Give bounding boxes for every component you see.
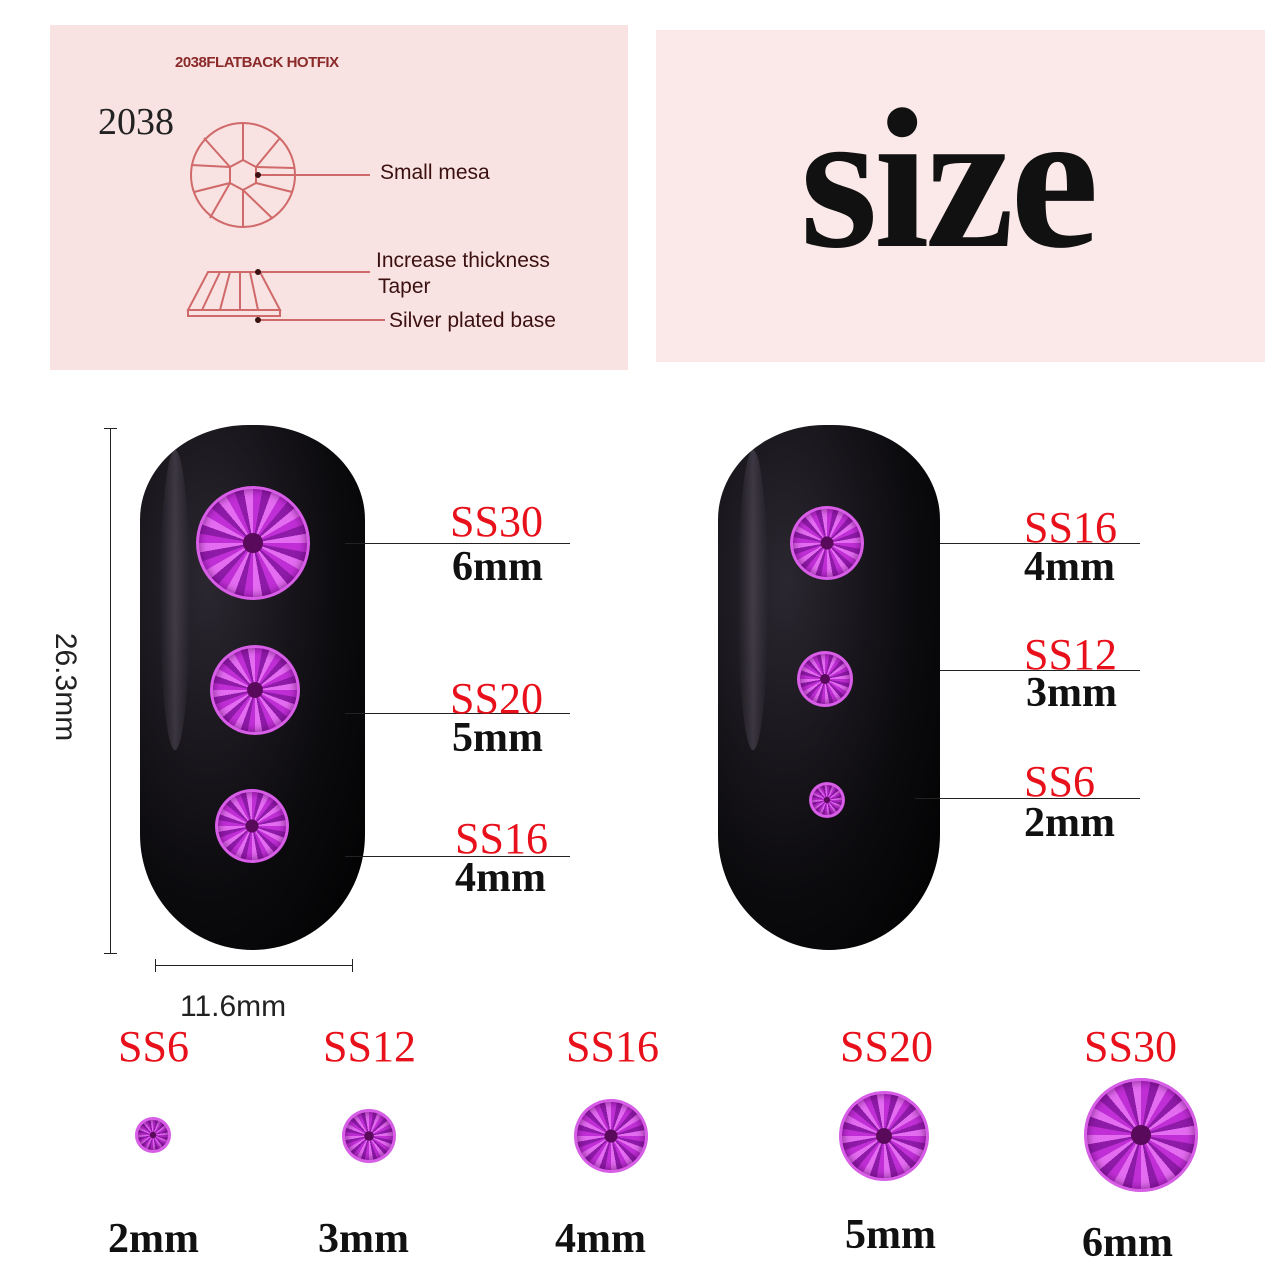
pointer-line [345, 543, 570, 544]
pointer-line [345, 856, 570, 857]
pointer-line [940, 543, 1140, 544]
model-number: 2038 [98, 101, 174, 143]
gem-ss30 [196, 486, 310, 600]
code-label: SS6 [118, 1022, 189, 1071]
pointer-line [915, 798, 1140, 799]
size-label: 6mm [452, 544, 543, 590]
size-label: 4mm [555, 1216, 646, 1262]
size-label: 5mm [845, 1212, 936, 1258]
size-label: 3mm [318, 1216, 409, 1262]
gem-ss16 [574, 1099, 648, 1173]
label-increase-thickness: Increase thickness [376, 249, 550, 272]
pointer-line [345, 713, 570, 714]
size-label: 5mm [452, 715, 543, 761]
label-silver-plated-base: Silver plated base [389, 309, 556, 332]
diagram-header: 2038FLATBACK HOTFIX [175, 54, 339, 71]
dimension-tick [352, 959, 353, 972]
size-label: 2mm [108, 1216, 199, 1262]
code-label: SS12 [1024, 630, 1117, 679]
dimension-tick [104, 428, 117, 429]
size-label: 4mm [1024, 544, 1115, 590]
width-dimension-line [155, 965, 352, 966]
label-taper: Taper [378, 275, 431, 298]
size-label: 6mm [1082, 1220, 1173, 1266]
code-label: SS16 [455, 814, 548, 863]
gem-ss12 [797, 651, 853, 707]
gem-ss6 [135, 1117, 171, 1153]
code-label: SS12 [323, 1022, 416, 1071]
title-panel [656, 30, 1265, 362]
pointer-line [940, 670, 1140, 671]
gem-ss20 [210, 645, 300, 735]
code-label: SS16 [1024, 503, 1117, 552]
gem-ss20 [839, 1091, 929, 1181]
nail-shine [738, 450, 768, 750]
height-dimension-line [110, 428, 111, 953]
dimension-tick [104, 953, 117, 954]
code-label: SS20 [840, 1022, 933, 1071]
size-label: 3mm [1026, 670, 1117, 716]
rhinestone-diagram [186, 122, 385, 323]
code-label: SS30 [450, 497, 543, 546]
code-label: SS6 [1024, 757, 1095, 806]
page-title: size [800, 69, 1099, 290]
gem-ss6 [809, 782, 845, 818]
nail-shine [160, 450, 190, 750]
code-label: SS30 [1084, 1022, 1177, 1071]
gem-ss16 [790, 506, 864, 580]
diagram-panel [50, 25, 628, 370]
size-label: 4mm [455, 855, 546, 901]
width-label: 11.6mm [180, 990, 287, 1023]
gem-ss12 [342, 1109, 396, 1163]
size-label: 2mm [1024, 800, 1115, 846]
gem-ss16 [215, 789, 289, 863]
label-small-mesa: Small mesa [380, 161, 490, 184]
height-label: 26.3mm [49, 632, 82, 742]
code-label: SS16 [566, 1022, 659, 1071]
dimension-tick [155, 959, 156, 972]
gem-ss30 [1084, 1078, 1198, 1192]
code-label: SS20 [450, 674, 543, 723]
facet-lines [190, 123, 295, 227]
